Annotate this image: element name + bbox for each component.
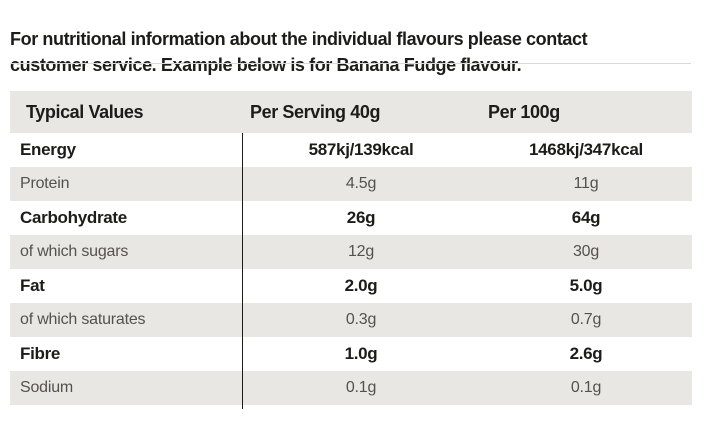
intro-paragraph: For nutritional information about the in… — [10, 26, 588, 78]
table-row-energy: Energy 587kj/139kcal 1468kj/347kcal — [10, 133, 692, 167]
table-row-carbohydrate: Carbohydrate 26g 64g — [10, 201, 692, 235]
per-100g-value: 5.0g — [569, 276, 603, 295]
per-serving-value: 1.0g — [344, 344, 378, 363]
row-label: Fibre — [20, 344, 61, 363]
row-label: of which sugars — [20, 243, 129, 260]
per-serving-value: 2.0g — [344, 276, 378, 295]
row-label: Energy — [20, 140, 76, 159]
table-row-sugars: of which sugars 12g 30g — [10, 235, 692, 269]
per-100g-value: 11g — [573, 175, 599, 192]
per-100g-value: 0.1g — [570, 379, 602, 396]
header-per-100g: Per 100g — [488, 101, 560, 122]
per-serving-value: 587kj/139kcal — [308, 140, 414, 159]
row-label: Carbohydrate — [20, 208, 127, 227]
per-serving-value: 12g — [347, 243, 375, 260]
table-row-saturates: of which saturates 0.3g 0.7g — [10, 303, 692, 337]
per-100g-value: 0.7g — [570, 311, 602, 328]
per-100g-value: 2.6g — [569, 344, 603, 363]
intro-line-1: For nutritional information about the in… — [10, 29, 588, 49]
column-divider-line — [242, 133, 243, 409]
table-row-fibre: Fibre 1.0g 2.6g — [10, 337, 692, 371]
per-100g-value: 64g — [571, 208, 601, 227]
row-label: Fat — [20, 276, 45, 295]
per-100g-value: 30g — [572, 243, 600, 260]
per-serving-value: 26g — [346, 208, 376, 227]
intro-line-2: customer service. Example below is for B… — [10, 55, 522, 75]
table-row-protein: Protein 4.5g 11g — [10, 167, 692, 201]
table-row-sodium: Sodium 0.1g 0.1g — [10, 371, 692, 405]
table-row-fat: Fat 2.0g 5.0g — [10, 269, 692, 303]
divider-rule — [10, 63, 691, 64]
per-100g-value: 1468kj/347kcal — [529, 140, 643, 159]
table-header-row: Typical Values Per Serving 40g Per 100g — [10, 91, 692, 133]
per-serving-value: 4.5g — [345, 175, 377, 192]
per-serving-value: 0.1g — [345, 379, 377, 396]
header-per-serving: Per Serving 40g — [250, 101, 381, 122]
header-typical-values: Typical Values — [26, 101, 144, 122]
row-label: Sodium — [20, 379, 74, 396]
row-label: Protein — [20, 175, 70, 192]
nutrition-table: Typical Values Per Serving 40g Per 100g … — [10, 91, 692, 409]
per-serving-value: 0.3g — [345, 311, 377, 328]
row-label: of which saturates — [20, 311, 146, 328]
